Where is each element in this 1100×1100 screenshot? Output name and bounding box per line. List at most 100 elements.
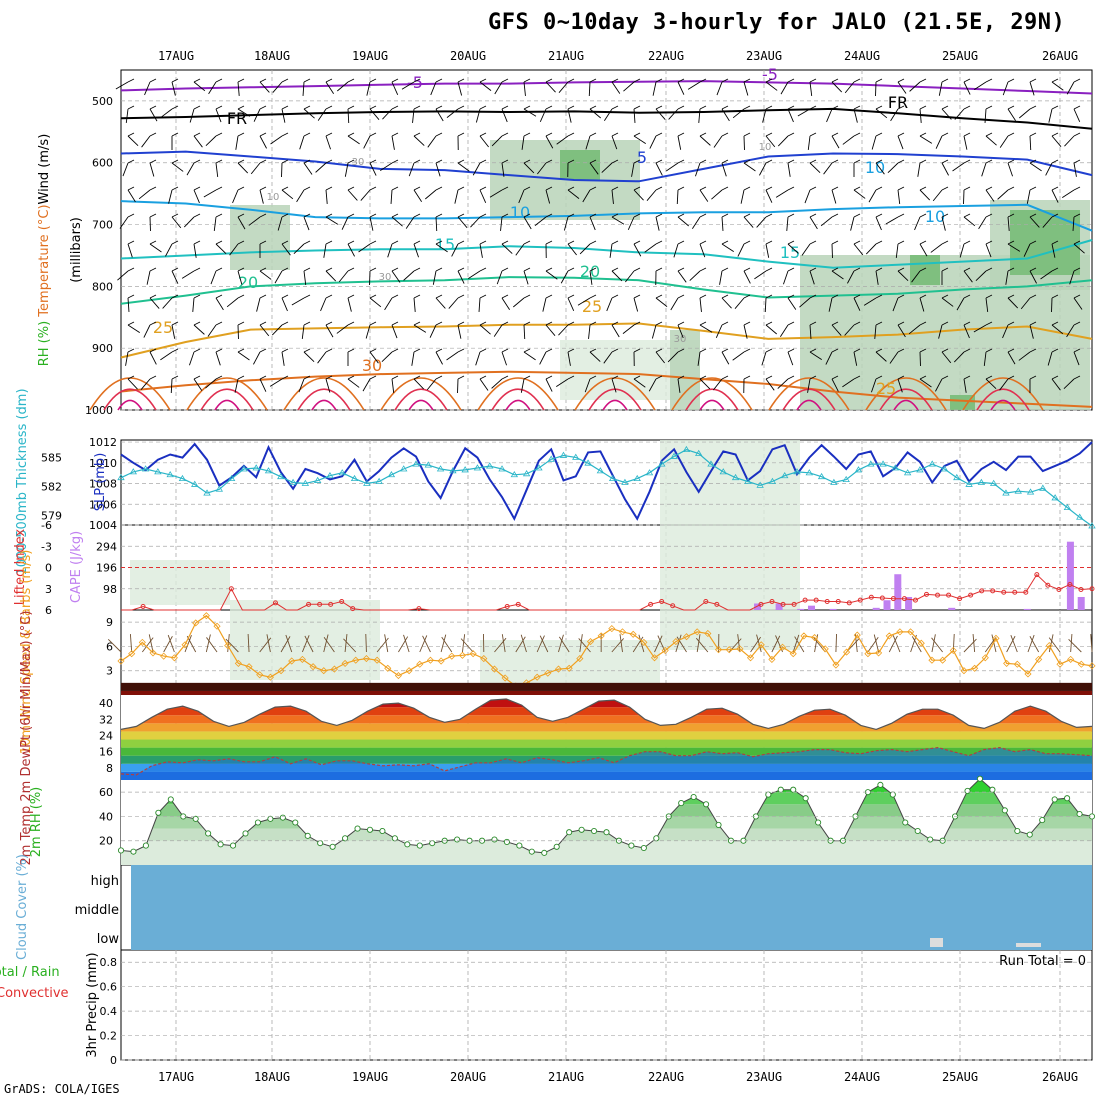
wind-barb-flag [567, 132, 575, 137]
wind-barb-flag [721, 240, 729, 245]
wind-barb [809, 162, 821, 174]
wind-speed-marker [885, 632, 893, 640]
panel-frame-7 [120, 949, 1093, 1061]
rh-marker [317, 840, 324, 847]
wind-barb [842, 135, 855, 145]
wind-barb-flag [875, 186, 883, 191]
wind-barb-flag [479, 159, 487, 164]
wind-speed-marker [1003, 659, 1011, 667]
date-label-bottom: 19AUG [352, 1070, 388, 1084]
wind-barb-flag [985, 132, 993, 137]
lifted-marker [1078, 586, 1084, 592]
wind-speed-marker [490, 665, 499, 673]
wind-barb [1029, 135, 1032, 151]
wind-barb [938, 324, 943, 339]
wind-barb [1063, 378, 1075, 390]
wind-barb-flag [303, 105, 311, 110]
thickness-marker [756, 481, 764, 488]
slp-tick-label: 1008 [89, 478, 117, 491]
wind-barb [320, 297, 327, 312]
wind-barb-flag [809, 348, 817, 353]
lifted-marker [923, 591, 929, 597]
wind-barb [759, 162, 767, 176]
wind-barb-flag [259, 186, 267, 191]
wind-barb [853, 351, 858, 366]
wind-barb-flag [325, 132, 333, 137]
date-label-bottom: 23AUG [746, 1070, 782, 1084]
lifted-marker [504, 603, 510, 609]
wind-barb [408, 162, 415, 177]
wind-barb-flag [677, 159, 685, 164]
wind-barb [259, 270, 272, 280]
wind-barb-flag [589, 321, 597, 326]
wind-barb-flag [149, 267, 157, 272]
wind-barb [622, 324, 635, 334]
slp-ylabel: SLP (mb) [93, 453, 108, 512]
wind-barb-flag [457, 240, 465, 245]
wind-barb-flag [743, 348, 751, 353]
wind-barb [303, 351, 315, 363]
wind-barb-flag [787, 267, 795, 272]
wind-barb [646, 189, 657, 202]
pressure-tick-label: 800 [92, 280, 113, 293]
wind-barb-flag [765, 348, 773, 353]
wind-barb [603, 108, 613, 121]
wind-speed-marker [320, 667, 328, 675]
wind-barb [577, 297, 591, 306]
wind-barb-flag [369, 132, 377, 137]
wind-barb-flag [457, 78, 465, 83]
wind-barb-flag [1007, 375, 1015, 380]
wind-barb-flag [391, 375, 399, 380]
wind-barb-flag [743, 132, 751, 137]
lifted-marker [1067, 582, 1073, 587]
wind-barb-flag [1051, 213, 1059, 218]
wind-barb [780, 81, 789, 95]
wind-barb-flag [369, 267, 377, 272]
wind-barb-flag [655, 348, 663, 353]
wind-barb-flag [721, 186, 729, 191]
wind-barb [1007, 351, 1016, 365]
wind-barb-flag [677, 267, 685, 272]
wind-barb-flag [985, 159, 993, 164]
surface-wind-barb [107, 638, 122, 653]
wind-barb-flag [281, 78, 289, 83]
surface-wind-barb [419, 635, 428, 653]
wind-barb-flag [677, 294, 685, 299]
thickness-marker [658, 460, 666, 467]
wind-barb [558, 81, 569, 94]
wind-barb [127, 378, 138, 390]
wind-barb-flag [413, 348, 421, 353]
wind-barb [143, 324, 151, 338]
wind-barb-flag [1029, 186, 1037, 191]
wind-barb [432, 270, 437, 285]
wind-barb-flag [237, 321, 245, 326]
wind-barb-flag [743, 105, 751, 110]
date-label-top: 26AUG [1042, 49, 1078, 63]
wind-barb-flag [215, 267, 223, 272]
wind-barb-flag [369, 294, 377, 299]
cape-tick-label: 98 [103, 583, 117, 596]
wind-barb [479, 378, 489, 391]
wind-speed-marker [714, 646, 723, 654]
wind-barb [754, 270, 767, 280]
wind-barb-flag [787, 213, 795, 218]
wind-barb-flag [215, 240, 223, 245]
thickness-marker [399, 465, 408, 472]
wind-barb-flag [237, 294, 245, 299]
wind-barb [256, 297, 261, 312]
wind-barb [149, 297, 160, 309]
rh-marker [142, 842, 149, 849]
wind-barb-flag [655, 213, 663, 218]
wind-barb-flag [127, 213, 135, 218]
wind-barb-flag [435, 213, 443, 218]
wind-barb-flag [1029, 267, 1037, 272]
wind-barb [655, 351, 665, 364]
wind-barb-flag [809, 105, 817, 110]
wind-barb [534, 216, 547, 226]
wind-barb-flag [391, 294, 399, 299]
wind-barb [1048, 108, 1053, 123]
cape-bar [1077, 596, 1085, 610]
wind-barb [764, 297, 767, 313]
wind-speed-marker [821, 645, 829, 653]
wind-barb [203, 189, 217, 198]
